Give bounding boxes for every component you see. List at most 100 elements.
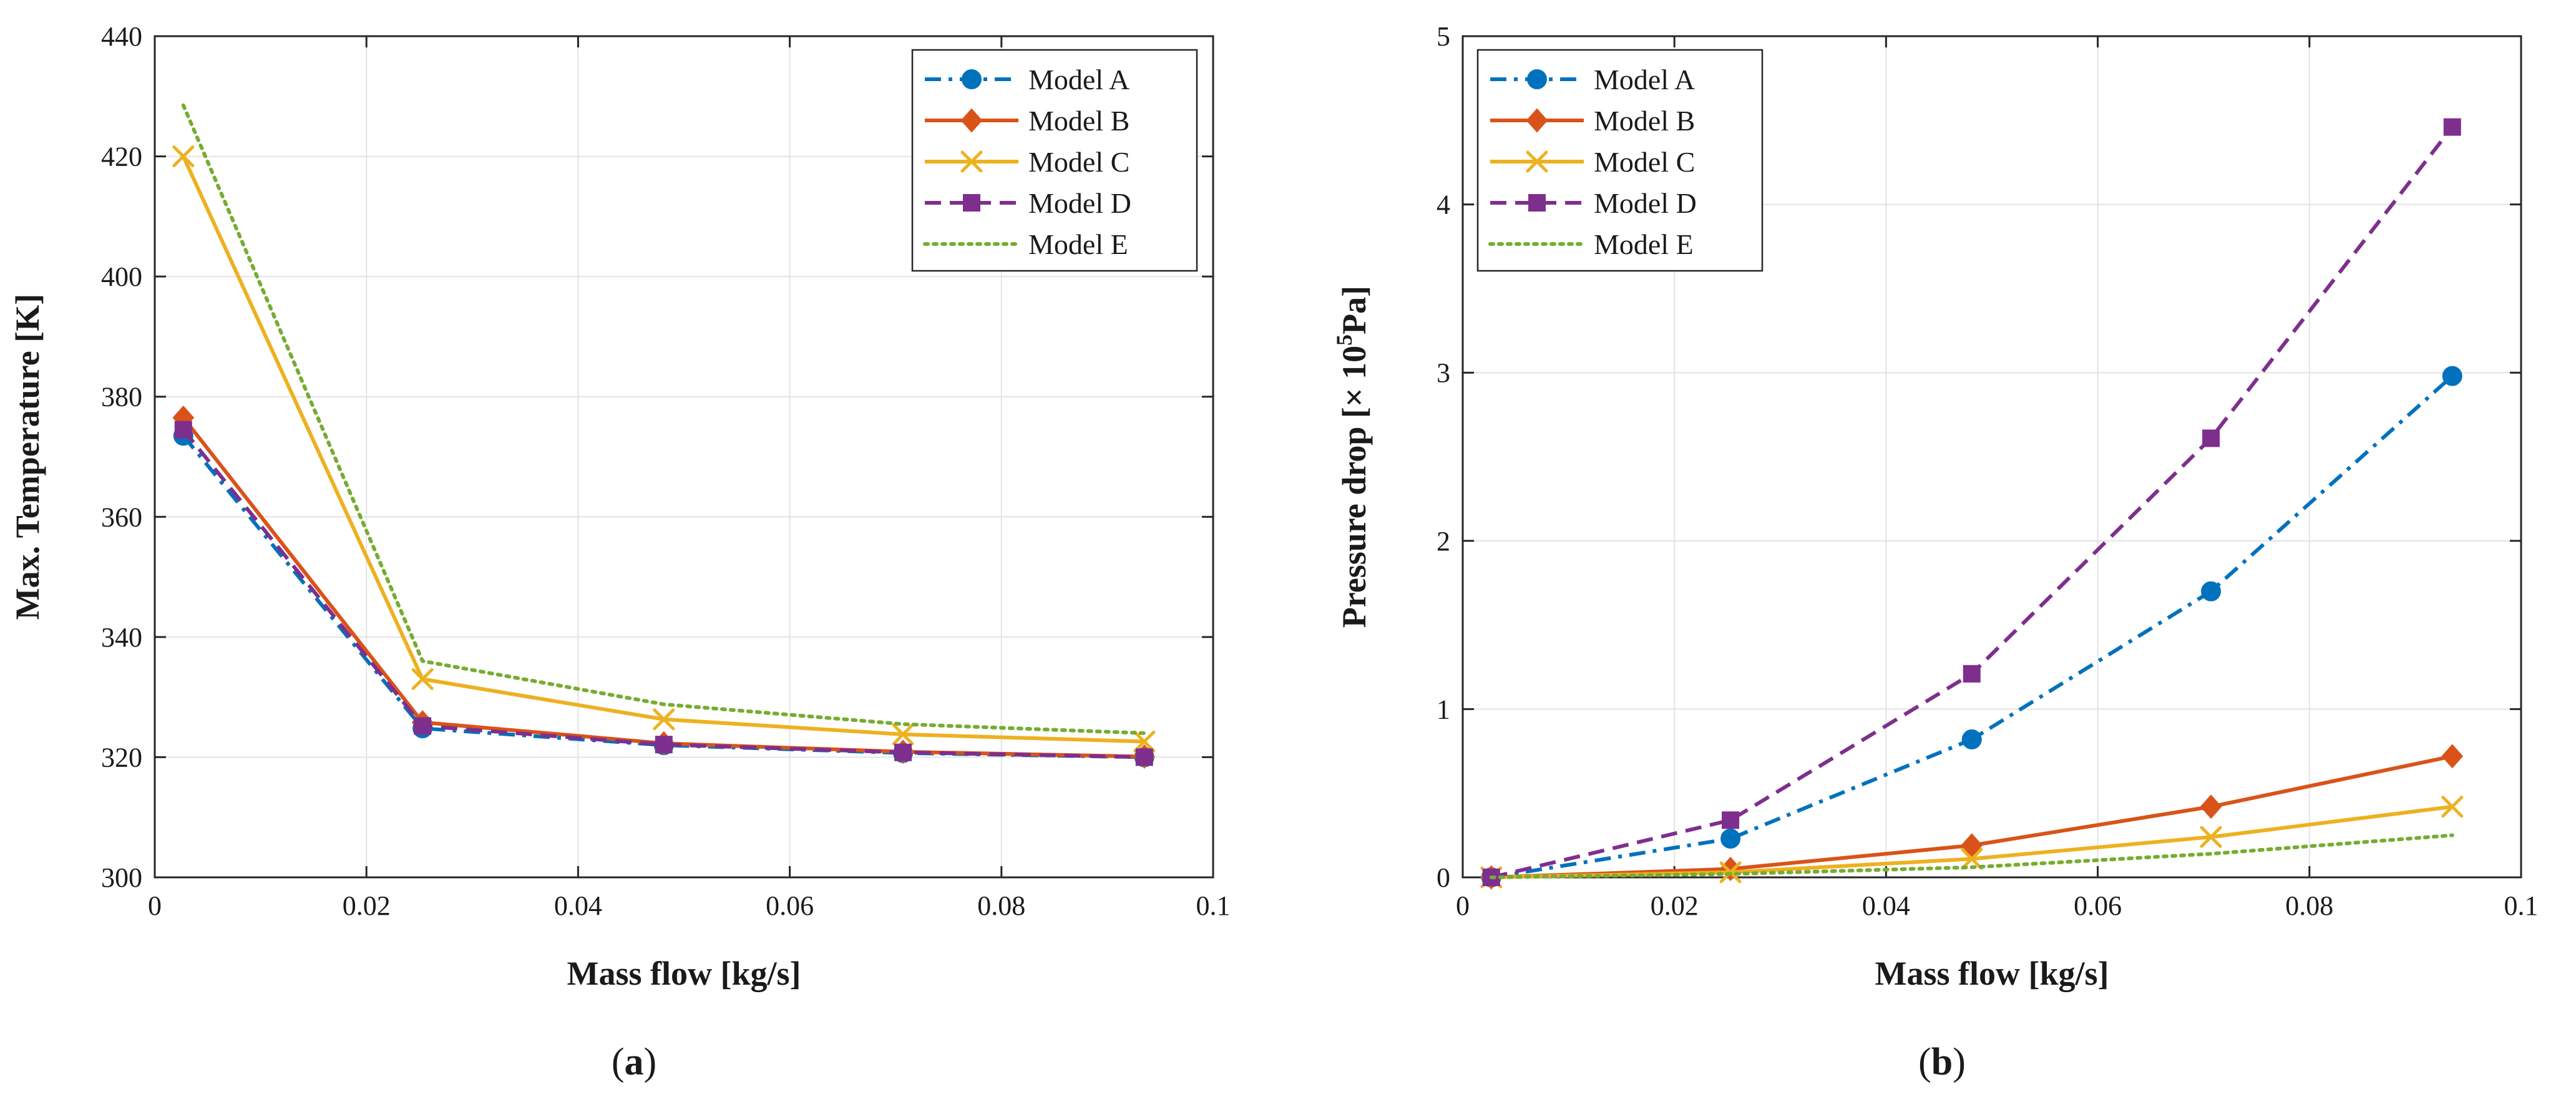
- legend-marker: [960, 108, 983, 133]
- chart-a-axes-box: [154, 35, 1214, 879]
- y-tick-label: 400: [101, 261, 142, 292]
- x-tick-label: 0.06: [766, 890, 814, 921]
- series-line-model-e: [181, 103, 1146, 735]
- chart-a-x-axis-label: Mass flow [kg/s]: [567, 955, 801, 992]
- legend-item-model-b: Model B: [1490, 105, 1695, 137]
- legend-label: Model D: [1594, 187, 1697, 219]
- legend-label: Model B: [1594, 105, 1695, 137]
- chart-b-axes-box: [1461, 35, 2522, 879]
- y-tick-label: 1: [1437, 694, 1450, 724]
- x-tick-label: 0.08: [2285, 890, 2333, 921]
- legend-label: Model C: [1594, 146, 1695, 178]
- data-point-model-c: [653, 708, 675, 731]
- data-point-model-d: [655, 736, 673, 754]
- x-tick-label: 0.1: [2504, 890, 2539, 921]
- x-tick-label: 0.08: [977, 890, 1025, 921]
- chart-a-y-axis-label: Max. Temperature [K]: [9, 294, 46, 620]
- x-tick-label: 0.04: [554, 890, 602, 921]
- data-point-model-d: [174, 421, 192, 439]
- chart-a-ticks: 0 0.02 0.04 0.06 0.08 0.1 300 320 340 360 380 400 42…: [101, 21, 1231, 921]
- legend-label: Model E: [1028, 228, 1128, 260]
- y-tick-label: 360: [101, 502, 142, 532]
- legend-item-model-e: Model E: [1488, 228, 1694, 260]
- y-tick-label: 420: [101, 142, 142, 172]
- legend-label: Model B: [1028, 105, 1129, 137]
- series-model-c: [172, 145, 1156, 753]
- chart-a: 0 0.02 0.04 0.06 0.08 0.1 300 320 340 360 380 400 42…: [9, 21, 1231, 1083]
- x-tick-label: 0.04: [1862, 890, 1910, 921]
- x-tick-label: 0: [1456, 890, 1470, 921]
- x-tick-label: 0: [148, 890, 162, 921]
- legend-label: Model C: [1028, 146, 1129, 178]
- data-point-model-b: [2441, 744, 2464, 769]
- legend-marker: [960, 150, 983, 173]
- data-point-model-d: [414, 717, 432, 735]
- y-tick-label: 2: [1437, 526, 1450, 557]
- series-model-b: [1480, 744, 2464, 890]
- data-point-model-c: [1133, 730, 1156, 753]
- data-point-model-c: [2441, 796, 2464, 818]
- legend-marker: [962, 69, 982, 89]
- y-tick-label: 320: [101, 742, 142, 773]
- data-point-model-c: [1961, 847, 1983, 870]
- y-tick-label: 440: [101, 21, 142, 52]
- legend-item-model-a: Model A: [1490, 64, 1695, 95]
- legend-marker: [1526, 108, 1548, 133]
- data-point-model-c: [411, 668, 434, 690]
- legend-label: Model A: [1028, 64, 1129, 95]
- legend-item-model-c: Model C: [925, 146, 1129, 178]
- y-tick-label: 300: [101, 862, 142, 893]
- data-point-model-d: [2202, 429, 2220, 447]
- series-model-d: [174, 421, 1153, 766]
- chart-b-legend: Model A Model B Model C Model D Model E: [1476, 49, 1764, 272]
- x-tick-label: 0.1: [1196, 890, 1231, 921]
- data-point-model-d: [1963, 665, 1981, 683]
- data-point-model-c: [172, 145, 195, 168]
- data-point-model-b: [2200, 794, 2222, 819]
- series-line-model-e: [1489, 833, 2454, 879]
- legend-item-model-c: Model C: [1490, 146, 1695, 178]
- data-point-model-b: [1961, 833, 1983, 858]
- y-tick-label: 380: [101, 382, 142, 412]
- legend-label: Model A: [1594, 64, 1695, 95]
- chart-b-ticks: 0 0.02 0.04 0.06 0.08 0.1 0 1 2 3 4 5: [1437, 21, 2539, 921]
- x-tick-label: 0.02: [1651, 890, 1699, 921]
- series-model-e: [1489, 833, 2454, 879]
- chart-a-series-group: [172, 103, 1156, 769]
- legend-marker: [1527, 69, 1547, 89]
- y-tick-label: 4: [1437, 190, 1450, 220]
- y-tick-label: 5: [1437, 21, 1450, 52]
- legend-marker: [963, 194, 980, 212]
- panel-label-a: (a): [612, 1041, 656, 1083]
- legend-item-model-b: Model B: [925, 105, 1129, 137]
- chart-b-x-axis-label: Mass flow [kg/s]: [1875, 955, 2109, 992]
- data-point-model-d: [894, 743, 912, 761]
- x-tick-label: 0.06: [2074, 890, 2122, 921]
- data-point-model-c: [2200, 826, 2222, 848]
- chart-a-legend: Model A Model B Model C Model D Model E: [911, 49, 1198, 272]
- legend-item-model-d: Model D: [1490, 187, 1697, 219]
- chart-b: 0 0.02 0.04 0.06 0.08 0.1 0 1 2 3 4 5 Mass flow [kg…: [1332, 21, 2539, 1083]
- legend-marker: [1528, 194, 1546, 212]
- series-model-e: [181, 103, 1146, 735]
- data-point-model-d: [1135, 748, 1153, 766]
- data-point-model-d: [2443, 118, 2461, 136]
- legend-item-model-d: Model D: [925, 187, 1131, 219]
- data-point-model-d: [1722, 811, 1740, 829]
- legend-item-model-a: Model A: [925, 64, 1129, 95]
- data-point-model-a: [2201, 581, 2222, 602]
- panel-label-b: (b): [1918, 1041, 1966, 1083]
- x-tick-label: 0.02: [343, 890, 391, 921]
- y-tick-label: 340: [101, 622, 142, 653]
- legend-marker: [1526, 150, 1548, 173]
- chart-b-y-axis-label: Pressure drop [× 105Pa]: [1332, 286, 1373, 628]
- chart-b-series-group: [1480, 118, 2464, 890]
- legend-item-model-e: Model E: [923, 228, 1128, 260]
- legend-label: Model D: [1028, 187, 1131, 219]
- data-point-model-a: [1961, 729, 1982, 749]
- y-tick-label: 3: [1437, 358, 1450, 388]
- series-line-model-d: [182, 428, 1144, 759]
- data-point-model-a: [1720, 828, 1741, 849]
- data-point-model-c: [892, 723, 914, 746]
